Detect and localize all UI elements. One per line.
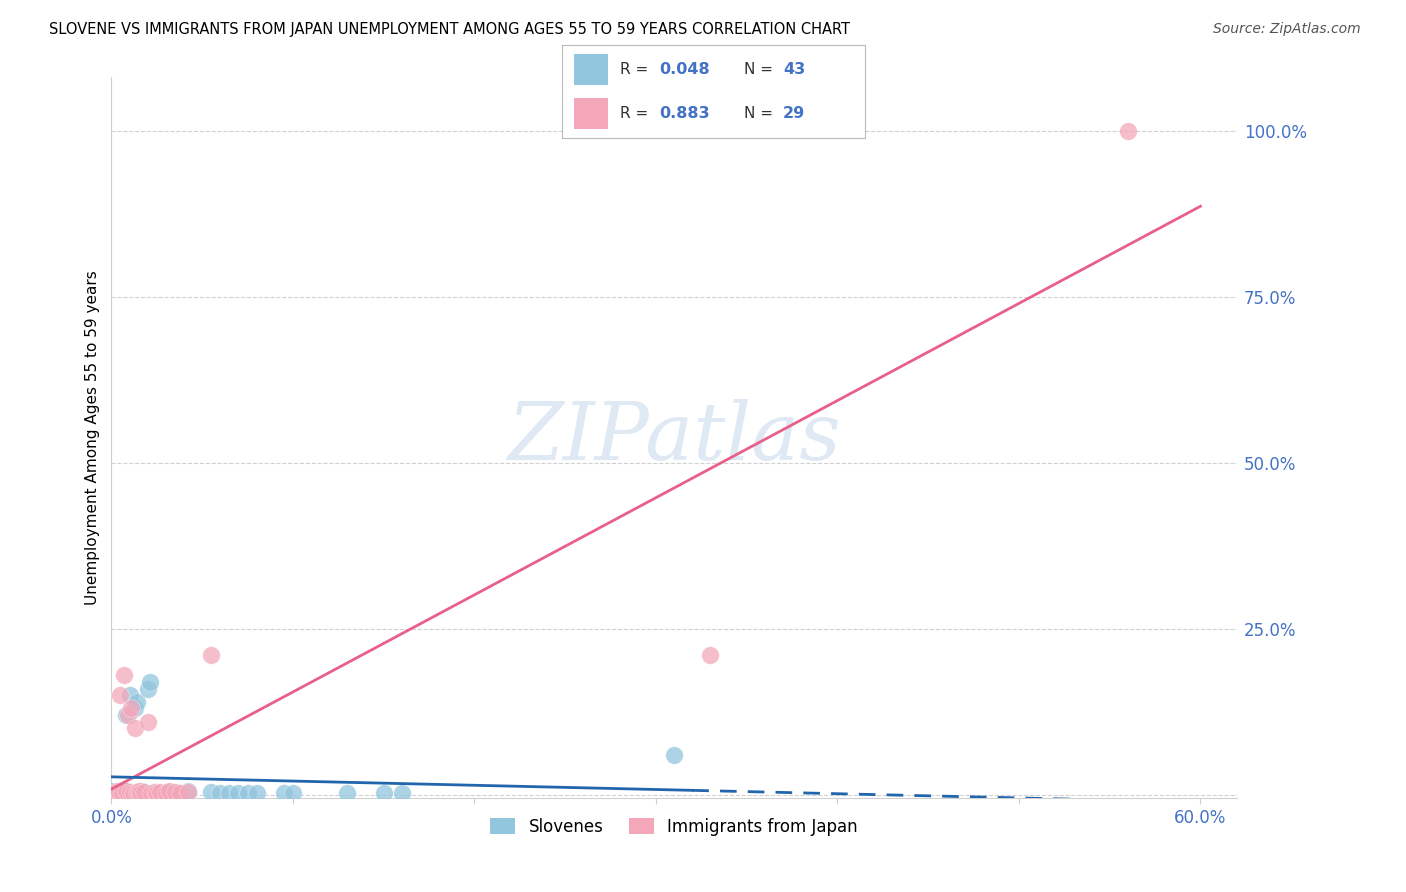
Point bbox=[104, 786, 127, 800]
Point bbox=[149, 785, 172, 799]
Point bbox=[373, 786, 395, 800]
Point bbox=[110, 688, 132, 702]
Bar bbox=[575, 98, 607, 129]
Point bbox=[117, 708, 139, 723]
Point bbox=[169, 786, 191, 800]
Text: 43: 43 bbox=[783, 62, 806, 77]
Point bbox=[131, 784, 153, 798]
Point bbox=[391, 787, 413, 801]
Point bbox=[155, 786, 177, 800]
Point bbox=[143, 785, 166, 799]
Point bbox=[209, 786, 232, 800]
Point bbox=[141, 786, 163, 800]
Point bbox=[125, 785, 148, 799]
Point bbox=[218, 787, 240, 801]
Point bbox=[273, 787, 295, 801]
Point bbox=[110, 786, 132, 800]
Point bbox=[138, 674, 160, 689]
Point bbox=[132, 785, 155, 799]
Point bbox=[143, 785, 166, 799]
Text: 0.048: 0.048 bbox=[659, 62, 710, 77]
Point bbox=[124, 701, 146, 715]
Point bbox=[120, 786, 142, 800]
Point bbox=[120, 701, 142, 715]
Point bbox=[115, 708, 138, 723]
Y-axis label: Unemployment Among Ages 55 to 59 years: Unemployment Among Ages 55 to 59 years bbox=[86, 270, 100, 605]
Point bbox=[111, 786, 134, 800]
Point bbox=[236, 787, 259, 801]
Point bbox=[115, 786, 138, 800]
Point bbox=[111, 785, 134, 799]
Point bbox=[107, 785, 129, 799]
Point bbox=[117, 784, 139, 798]
Point bbox=[1116, 123, 1139, 137]
Point bbox=[246, 786, 269, 800]
Point bbox=[124, 722, 146, 736]
Point bbox=[129, 787, 152, 801]
Point bbox=[136, 681, 159, 696]
Point bbox=[141, 786, 163, 800]
Point bbox=[128, 784, 150, 798]
Text: R =: R = bbox=[620, 106, 652, 121]
Point bbox=[169, 786, 191, 800]
Point bbox=[107, 784, 129, 798]
Point bbox=[176, 785, 198, 799]
Point bbox=[146, 786, 169, 800]
Point bbox=[132, 785, 155, 799]
Text: N =: N = bbox=[744, 62, 778, 77]
Point bbox=[118, 785, 141, 799]
Point bbox=[100, 784, 122, 798]
Point bbox=[662, 747, 685, 762]
Point bbox=[228, 786, 250, 800]
Point bbox=[122, 786, 145, 800]
Point bbox=[699, 648, 721, 663]
Point bbox=[104, 786, 127, 800]
Point bbox=[200, 785, 222, 799]
Text: 29: 29 bbox=[783, 106, 806, 121]
Text: SLOVENE VS IMMIGRANTS FROM JAPAN UNEMPLOYMENT AMONG AGES 55 TO 59 YEARS CORRELAT: SLOVENE VS IMMIGRANTS FROM JAPAN UNEMPLO… bbox=[49, 22, 851, 37]
Point bbox=[155, 786, 177, 800]
Point bbox=[336, 787, 359, 801]
Point bbox=[118, 688, 141, 702]
Point bbox=[112, 668, 135, 682]
Point bbox=[128, 786, 150, 800]
Point bbox=[159, 784, 181, 798]
Point bbox=[105, 787, 128, 801]
Point bbox=[112, 784, 135, 798]
Point bbox=[163, 785, 186, 799]
Point bbox=[129, 786, 152, 800]
Text: 0.883: 0.883 bbox=[659, 106, 710, 121]
Text: R =: R = bbox=[620, 62, 652, 77]
Point bbox=[146, 786, 169, 800]
Point bbox=[159, 785, 181, 799]
Text: N =: N = bbox=[744, 106, 778, 121]
Point bbox=[125, 695, 148, 709]
Bar bbox=[575, 54, 607, 85]
Text: ZIPatlas: ZIPatlas bbox=[508, 399, 841, 476]
Point bbox=[136, 714, 159, 729]
Point bbox=[122, 787, 145, 801]
Point bbox=[200, 648, 222, 663]
Point bbox=[105, 784, 128, 798]
Point bbox=[110, 785, 132, 799]
Point bbox=[115, 784, 138, 798]
Point bbox=[149, 787, 172, 801]
Text: Source: ZipAtlas.com: Source: ZipAtlas.com bbox=[1213, 22, 1361, 37]
Point bbox=[281, 786, 304, 800]
Point bbox=[176, 784, 198, 798]
Legend: Slovenes, Immigrants from Japan: Slovenes, Immigrants from Japan bbox=[482, 809, 866, 844]
Point bbox=[118, 785, 141, 799]
